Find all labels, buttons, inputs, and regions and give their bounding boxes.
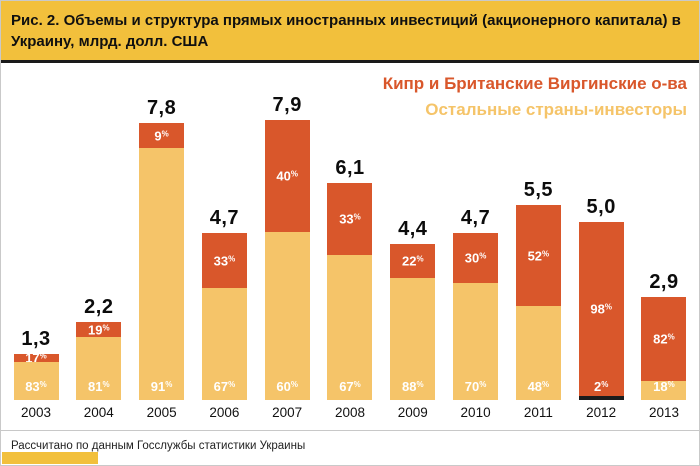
bar-group: 2,9 82% 18% 2013 xyxy=(637,271,691,421)
x-axis-tick-label: 2011 xyxy=(523,405,553,420)
bar-segment-cyprus-bvi: 40% xyxy=(264,120,310,232)
x-axis-tick-label: 2007 xyxy=(272,405,303,420)
bar-segment-other-countries xyxy=(641,381,687,400)
bar-group: 4,7 33% 67% 2006 xyxy=(197,207,251,421)
segment-percent-label: 82% xyxy=(653,331,675,347)
segment-percent-label: 33% xyxy=(339,211,361,227)
bar-segment-cyprus-bvi: 30% xyxy=(453,233,499,283)
bar-segment-other-countries xyxy=(264,232,310,400)
bar-segment-cyprus-bvi: 19% xyxy=(76,322,122,337)
legend-item-cyprus-bvi: Кипр и Британские Виргинские о-ва xyxy=(382,74,687,93)
x-axis-tick-label: 2012 xyxy=(586,405,617,420)
x-axis-tick-label: 2009 xyxy=(397,405,428,420)
segment-percent-label: 18% xyxy=(653,379,675,394)
bar-segment-cyprus-bvi: 17% xyxy=(13,351,59,366)
bar-total-label: 7,9 xyxy=(272,94,302,116)
segment-percent-label: 67% xyxy=(213,379,236,394)
figure-title: Рис. 2. Объемы и структура прямых иностр… xyxy=(1,1,699,60)
bar-stack: 40% 60% xyxy=(264,120,310,400)
x-axis-tick-label: 2004 xyxy=(83,405,114,420)
bar-stack: 33% 67% xyxy=(327,183,373,400)
title-divider xyxy=(1,60,699,63)
source-note: Рассчитано по данным Госслужбы статистик… xyxy=(11,440,306,452)
legend-item-other-countries: Остальные страны-инвесторы xyxy=(425,100,687,120)
bar-total-label: 2,2 xyxy=(84,296,114,318)
segment-percent-label: 22% xyxy=(401,253,424,269)
bar-stack: 17% 83% xyxy=(13,351,59,400)
bar-group: 5,0 98% 2% 2012 xyxy=(574,196,628,421)
segment-percent-label: 98% xyxy=(590,301,612,317)
segment-percent-label: 52% xyxy=(527,248,550,263)
segment-percent-label: 88% xyxy=(401,379,424,394)
legend: Кипр и Британские Виргинские о-ва Осталь… xyxy=(383,71,687,124)
bar-segment-other-countries xyxy=(139,148,185,400)
segment-percent-label: 17% xyxy=(25,350,47,366)
bar-total-label: 6,1 xyxy=(335,157,365,179)
x-axis-tick-label: 2006 xyxy=(209,405,240,420)
bar-segment-other-countries xyxy=(453,283,499,400)
segment-percent-label: 2% xyxy=(593,379,609,394)
segment-percent-label: 81% xyxy=(88,379,110,394)
bar-segment-cyprus-bvi: 52% xyxy=(515,205,561,306)
segment-percent-label: 67% xyxy=(339,379,361,394)
bar-stack: 30% 70% xyxy=(453,233,499,400)
bar-group: 4,7 30% 70% 2010 xyxy=(449,207,503,421)
segment-percent-label: 70% xyxy=(464,379,487,394)
bar-segment-other-countries xyxy=(76,337,122,400)
segment-percent-label: 30% xyxy=(464,250,487,266)
bar-total-label: 7,8 xyxy=(146,97,177,119)
x-axis-tick-label: 2008 xyxy=(334,405,365,420)
bar-segment-other-countries xyxy=(13,362,59,400)
segment-percent-label: 33% xyxy=(213,253,236,268)
bar-segment-other-countries xyxy=(515,306,561,400)
bar-group: 7,9 40% 60% 2007 xyxy=(260,94,314,421)
bar-stack: 22% 88% xyxy=(390,244,436,400)
bar-group: 4,4 22% 88% 2009 xyxy=(386,218,440,421)
bar-segment-other-countries xyxy=(578,396,624,400)
x-axis-tick-label: 2013 xyxy=(648,405,679,420)
footer-divider xyxy=(1,430,699,431)
bar-stack: 9% 91% xyxy=(139,123,185,400)
segment-percent-label: 9% xyxy=(154,128,169,143)
bar-segment-cyprus-bvi: 22% xyxy=(390,244,436,278)
x-axis-tick-label: 2010 xyxy=(460,405,491,420)
bar-segment-cyprus-bvi: 33% xyxy=(327,183,373,255)
bar-total-label: 4,7 xyxy=(460,207,491,229)
bar-group: 5,5 52% 48% 2011 xyxy=(511,179,565,421)
bar-segment-cyprus-bvi: 9% xyxy=(139,123,185,148)
bar-total-label: 5,0 xyxy=(586,196,616,218)
segment-percent-label: 91% xyxy=(150,379,173,394)
bar-group: 7,8 9% 91% 2005 xyxy=(135,97,189,421)
bar-total-label: 2,9 xyxy=(649,271,679,293)
bar-segment-cyprus-bvi: 33% xyxy=(201,233,247,288)
bar-total-label: 5,5 xyxy=(523,179,554,201)
bar-segment-cyprus-bvi: 98% xyxy=(578,222,624,396)
bar-segment-cyprus-bvi: 82% xyxy=(641,297,687,381)
bar-segment-other-countries xyxy=(327,255,373,400)
bar-stack: 82% 18% xyxy=(641,297,687,400)
segment-percent-label: 60% xyxy=(276,379,298,394)
segment-percent-label: 19% xyxy=(88,322,110,337)
bar-stack: 19% 81% xyxy=(76,322,122,400)
x-axis-tick-label: 2003 xyxy=(20,405,52,420)
bar-group: 2,2 19% 81% 2004 xyxy=(72,296,126,421)
bar-stack: 33% 67% xyxy=(201,233,247,400)
segment-percent-label: 40% xyxy=(276,168,298,184)
bar-stack: 52% 48% xyxy=(515,205,561,400)
segment-percent-label: 83% xyxy=(25,379,47,394)
segment-percent-label: 48% xyxy=(527,379,550,394)
bar-stack: 98% 2% xyxy=(578,222,624,400)
bar-group: 6,1 33% 67% 2008 xyxy=(323,157,377,421)
corner-decoration xyxy=(2,452,98,464)
bar-segment-other-countries xyxy=(201,288,247,400)
bar-group: 1,3 17% 83% 2003 xyxy=(9,328,63,421)
x-axis-tick-label: 2005 xyxy=(146,405,177,420)
bar-segment-other-countries xyxy=(390,278,436,400)
bar-total-label: 1,3 xyxy=(21,328,51,350)
bar-total-label: 4,7 xyxy=(209,207,240,229)
bar-total-label: 4,4 xyxy=(398,218,428,240)
chart-area: 1,3 17% 83% 2003 2,2 19% 81% 2004 7,8 9% 91% 2005 4,… xyxy=(9,94,691,421)
